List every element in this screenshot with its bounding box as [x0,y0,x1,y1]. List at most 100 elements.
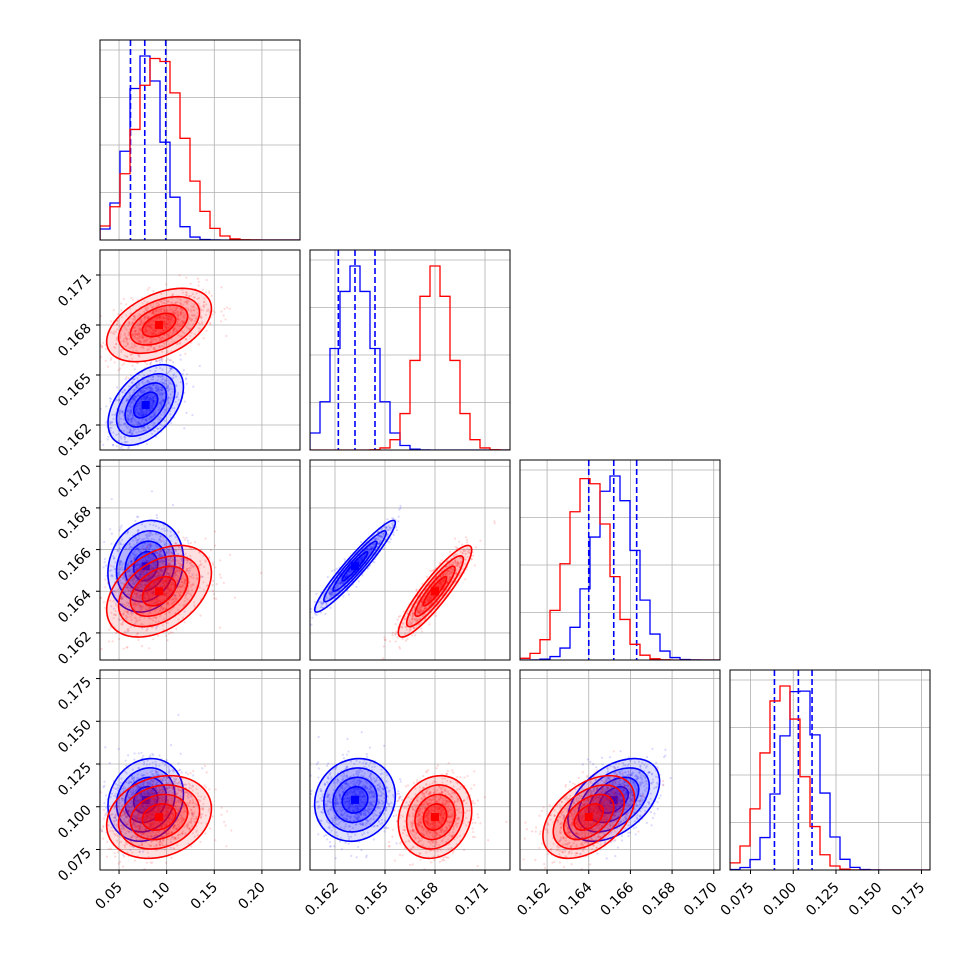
scatter-point [163,334,166,337]
scatter-point [152,328,155,331]
scatter-point [159,416,162,419]
scatter-point [161,375,164,378]
scatter-point [134,329,137,333]
scatter-point [133,398,136,401]
scatter-point [167,299,170,303]
scatter-point [144,413,147,416]
scatter-point [160,360,164,363]
scatter-point [130,417,133,421]
scatter-point [155,384,159,387]
scatter-point [127,468,129,470]
scatter-point [121,409,124,413]
scatter-point [197,302,200,305]
scatter-point [142,414,146,417]
scatter-point [166,385,170,388]
scatter-point [145,329,148,332]
scatter-point [382,547,386,551]
scatter-point [158,393,162,396]
scatter-point [166,333,169,336]
scatter-point [148,415,152,418]
scatter-point [386,518,389,521]
scatter-point [194,317,197,320]
scatter-point [214,566,217,569]
scatter-point [211,579,215,583]
scatter-point [211,561,214,564]
scatter-point [150,345,153,348]
scatter-point [125,397,128,400]
scatter-point [131,397,135,400]
scatter-point [126,343,129,346]
scatter-point [128,574,131,577]
scatter-point [133,335,136,338]
scatter-point [110,320,113,323]
scatter-point [179,312,183,315]
scatter-point [145,307,148,310]
scatter-point [135,407,139,411]
scatter-point [176,343,179,346]
scatter-point [156,417,159,421]
scatter-point [222,314,225,317]
scatter-point [185,411,188,414]
scatter-point [127,396,130,399]
scatter-point [397,520,400,523]
scatter-point [128,431,131,434]
scatter-point [169,321,172,324]
scatter-point [132,553,135,556]
scatter-point [187,307,190,310]
scatter-point [145,363,148,366]
scatter-point [166,407,170,410]
scatter-point [143,373,146,377]
scatter-point [180,308,184,311]
scatter-point [147,306,150,310]
scatter-point [118,398,121,401]
scatter-point [193,296,196,299]
scatter-point [183,427,186,430]
scatter-point [148,575,151,578]
scatter-point [149,545,152,549]
panel-frame [99,249,301,451]
scatter-point [109,528,112,531]
scatter-point [182,303,185,307]
scatter-point [144,419,147,422]
scatter-point [151,416,154,419]
scatter-point [186,539,190,542]
scatter-point [111,420,114,424]
scatter-point [124,354,127,357]
scatter-point [149,363,152,366]
scatter-point [164,310,167,313]
scatter-point [110,573,113,577]
scatter-point [159,331,163,334]
scatter-point [168,632,171,635]
scatter-point [152,309,155,313]
scatter-point [150,340,153,343]
scatter-point [144,542,147,545]
scatter-point [112,417,115,421]
scatter-point [116,322,119,325]
scatter-point [109,358,112,361]
scatter-point [166,398,169,401]
scatter-point [185,293,188,296]
scatter-point [161,368,164,371]
scatter-point [153,319,156,322]
scatter-point [145,548,148,551]
scatter-point [161,316,164,319]
scatter-point [182,321,185,324]
scatter-point [203,297,206,300]
scatter-point [146,426,150,429]
scatter-point [150,415,153,418]
scatter-point [113,361,116,364]
scatter-point [114,330,118,333]
scatter-point [169,387,172,390]
scatter-point [184,377,187,380]
scatter-point [133,315,136,318]
scatter-point [136,394,139,397]
scatter-point [131,581,135,584]
scatter-point [150,399,153,402]
scatter-point [130,433,134,436]
scatter-point [104,421,108,424]
scatter-point [127,410,130,413]
scatter-point [163,383,166,386]
scatter-point [157,574,160,577]
scatter-point [223,307,226,311]
scatter-point [138,339,141,342]
